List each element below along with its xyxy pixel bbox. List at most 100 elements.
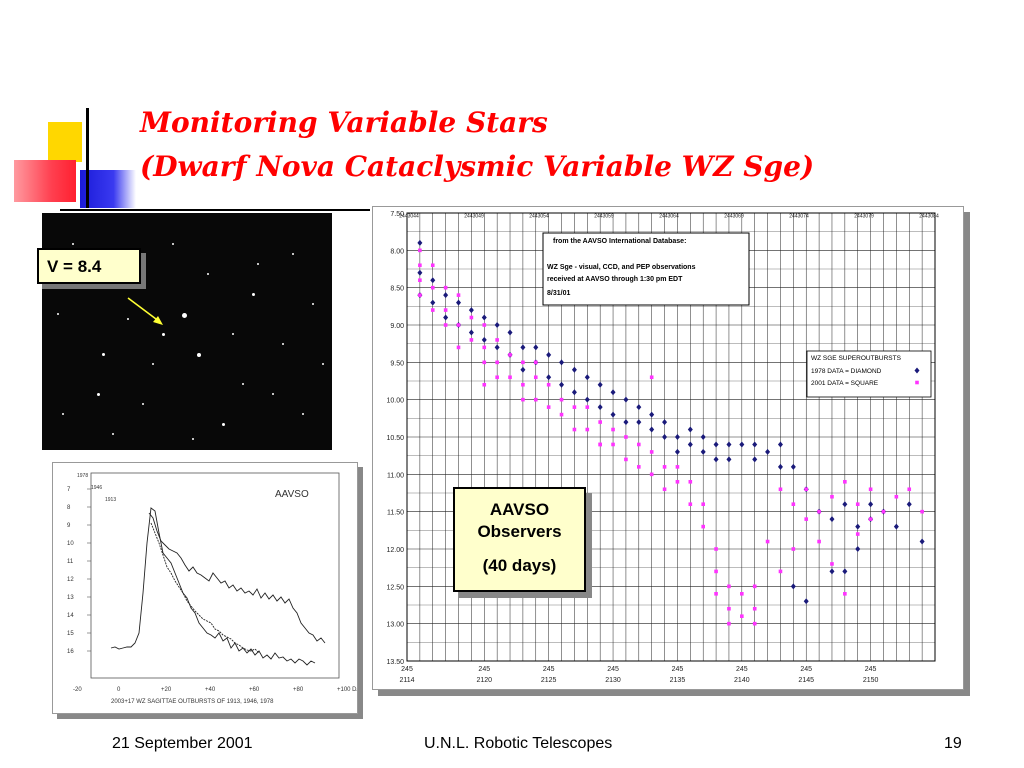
star-dot [292,253,294,255]
star-dot [192,438,194,440]
data-point-square [624,435,628,439]
star-dot [102,353,105,356]
star-dot [197,353,201,357]
bottom-tick-label-bottom: 2120 [476,677,492,684]
data-point-square [572,427,577,432]
data-point-diamond [597,404,603,411]
data-point-square [868,487,873,492]
data-point-diamond [597,381,603,388]
historical-x-tick: -20 [73,687,82,693]
bottom-tick-label-bottom: 2150 [863,677,879,684]
data-point-diamond [649,411,655,418]
curve-1978 [110,507,316,666]
star-dot [57,313,59,315]
data-point-diamond [674,434,680,440]
data-point-diamond [636,404,642,411]
data-point-square [585,427,590,432]
y-tick-label: 13.50 [386,659,404,666]
data-point-square [508,375,512,380]
data-point-square [533,375,538,380]
bottom-tick-label-top: 245 [736,666,748,673]
data-point-square [482,323,487,327]
data-point-diamond [481,336,487,343]
data-point-square [456,323,461,327]
data-point-square [855,532,860,536]
data-point-square [546,382,551,387]
data-point-square [611,427,615,432]
bottom-tick-label-bottom: 2145 [798,677,814,684]
historical-caption: 2003+17 WZ SAGITTAE OUTBURSTS OF 1913, 1… [111,699,274,705]
data-point-diamond [443,314,449,321]
historical-x-tick: +100 DAYS [337,687,357,693]
data-point-diamond [803,598,809,605]
historical-y-tick: 14 [67,613,74,619]
decor-vertical-line [86,108,89,208]
data-point-square [482,360,487,365]
data-point-square [714,592,718,596]
top-tick-label: 2443059 [594,214,614,220]
data-point-square [868,517,873,521]
star-dot [282,343,284,345]
bottom-tick-label-bottom: 2140 [734,677,750,684]
data-point-square [649,472,654,477]
data-point-diamond [713,456,719,463]
data-point-square [598,442,602,447]
info-box-line: WZ Sge - visual, CCD, and PEP observatio… [547,264,696,271]
data-point-square [495,338,499,342]
star-dot [242,383,244,385]
data-point-square [740,592,744,596]
data-point-square [482,345,487,350]
data-point-square [817,539,821,544]
data-point-diamond [919,538,925,545]
bottom-tick-label-bottom: 2125 [541,677,557,684]
y-tick-label: 11.00 [387,472,404,479]
data-point-diamond [546,374,552,381]
legend-title: WZ SGE SUPEROUTBURSTS [811,355,902,362]
data-point-square [752,606,757,611]
data-point-square [727,584,731,589]
observers-callout: AAVSO Observers (40 days) [453,487,586,592]
info-box-line: 8/31/01 [547,290,570,297]
star-dot [127,318,129,320]
data-point-diamond [829,516,835,523]
y-tick-label: 12.00 [386,547,404,554]
y-tick-label: 12.50 [386,584,404,591]
data-point-square [430,263,435,268]
data-point-square [804,517,809,521]
data-point-square [791,547,796,551]
data-point-diamond [610,389,616,396]
data-point-diamond [842,501,848,508]
star-dot [312,303,314,305]
data-point-diamond [430,299,436,306]
curve-1913 [150,522,260,654]
data-point-square [418,278,422,282]
data-point-diamond [494,322,500,328]
star-dot [257,263,259,265]
data-point-square [662,487,667,492]
historical-y-tick: 16 [67,649,74,655]
star-dot [62,413,64,415]
data-point-square [778,569,783,574]
historical-legend-entry: 1978 [77,473,88,479]
callout-line1: AAVSO [489,500,550,519]
data-point-diamond [777,441,783,448]
data-point-square [521,397,525,402]
data-point-diamond [520,344,526,351]
decor-blue-block [80,170,136,208]
y-tick-label: 9.50 [390,360,404,367]
star-dot [182,313,187,318]
data-point-diamond [790,583,796,590]
data-point-diamond [520,366,526,373]
data-point-diamond [893,523,899,530]
historical-x-tick: 0 [117,687,121,693]
data-point-square [637,442,641,447]
top-tick-label: 2443049 [464,214,484,220]
data-point-diamond [752,456,758,463]
historical-x-tick: +40 [205,687,216,693]
aavso-lightcurve-svg: 7.50 8.00 8.50 9.00 9.50 10.00 10.50 11.00 11.50… [386,211,938,684]
bottom-tick-label-top: 245 [607,666,619,673]
data-point-square [469,338,474,342]
data-point-square [662,465,667,469]
historical-y-tick: 13 [67,595,74,601]
bottom-tick-label-top: 245 [672,666,684,673]
